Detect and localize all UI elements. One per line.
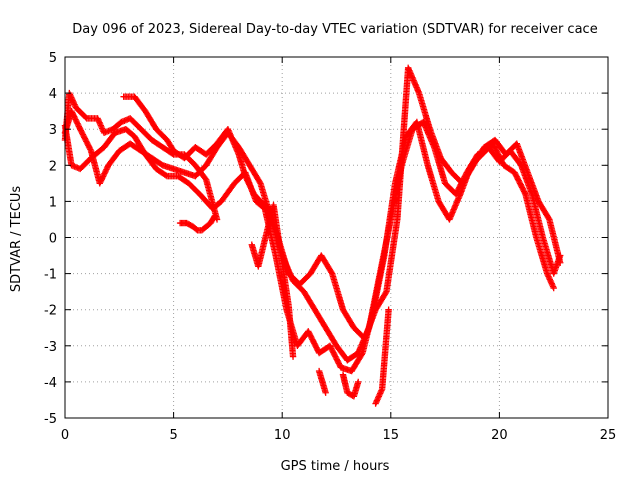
data-point [521,189,528,197]
y-tick-label: -4 [44,376,57,391]
data-point [545,274,553,282]
data-point [68,94,75,101]
data-point [543,270,551,277]
y-tick-label: 5 [49,51,57,66]
x-axis-label: GPS time / hours [281,459,390,474]
data-point [549,283,557,290]
grid-lines [65,57,608,418]
data-point [94,115,101,122]
data-point [374,396,381,403]
data-point [358,351,365,358]
data-point [71,101,78,108]
data-point [372,400,379,407]
data-point [98,125,106,132]
data-point [547,277,554,285]
chart-title: Day 096 of 2023, Sidereal Day-to-day VTE… [72,22,597,37]
data-point [70,98,77,105]
data-point [87,146,94,153]
data-point [328,269,335,276]
y-tick-label: -3 [44,340,57,355]
x-tick-label: 5 [169,428,177,443]
data-point [96,120,104,128]
data-point [97,122,105,129]
data-point [322,389,329,396]
data-point [375,393,383,400]
data-point [375,394,382,401]
y-tick-label: -2 [44,304,57,319]
data-points [61,64,564,407]
data-point [98,123,105,131]
data-point [95,116,102,124]
data-point [373,398,380,406]
x-tick-label: 10 [274,428,291,443]
data-point [67,92,74,100]
data-point [289,353,297,360]
data-point [211,212,219,220]
y-axis-label: SDTVAR / TECUs [9,186,24,293]
data-point [378,387,385,394]
data-point [547,279,555,286]
series-trace-e [176,201,392,407]
x-tick-label: 15 [383,428,400,443]
x-tick-label: 20 [491,428,508,443]
axis-ticks: 0 5 10 15 20 25 -5 -4 -3 -2 -1 0 1 2 3 4 5 [44,51,616,443]
data-point [376,391,383,399]
data-point [95,118,103,125]
data-point [545,214,552,222]
x-tick-label: 0 [61,428,69,443]
y-tick-label: 1 [49,195,57,210]
y-tick-label: -1 [44,268,57,283]
y-tick-label: 0 [49,232,57,247]
y-tick-label: 4 [49,87,57,102]
data-point [373,397,381,404]
data-point [549,281,556,289]
series-trace-d [120,64,564,342]
data-point [355,378,362,386]
series-trace-c [61,118,557,375]
data-point [545,273,552,280]
y-tick-label: -5 [44,412,57,427]
data-point [210,213,218,221]
series-trace-a [61,89,221,223]
data-point [66,91,74,98]
x-tick-label: 25 [600,428,617,443]
data-point [256,178,263,186]
data-point [550,284,557,292]
data-point [69,97,76,104]
data-point [96,119,103,126]
data-point [546,276,553,283]
data-point [70,100,78,107]
data-point [376,390,384,397]
data-point [548,280,555,287]
data-point [557,259,564,266]
data-point [382,289,389,297]
data-point [68,95,76,103]
y-tick-label: 3 [49,123,57,138]
data-point [377,388,385,396]
data-point [385,306,392,313]
data-point [544,271,552,279]
y-tick-label: 2 [49,159,57,174]
